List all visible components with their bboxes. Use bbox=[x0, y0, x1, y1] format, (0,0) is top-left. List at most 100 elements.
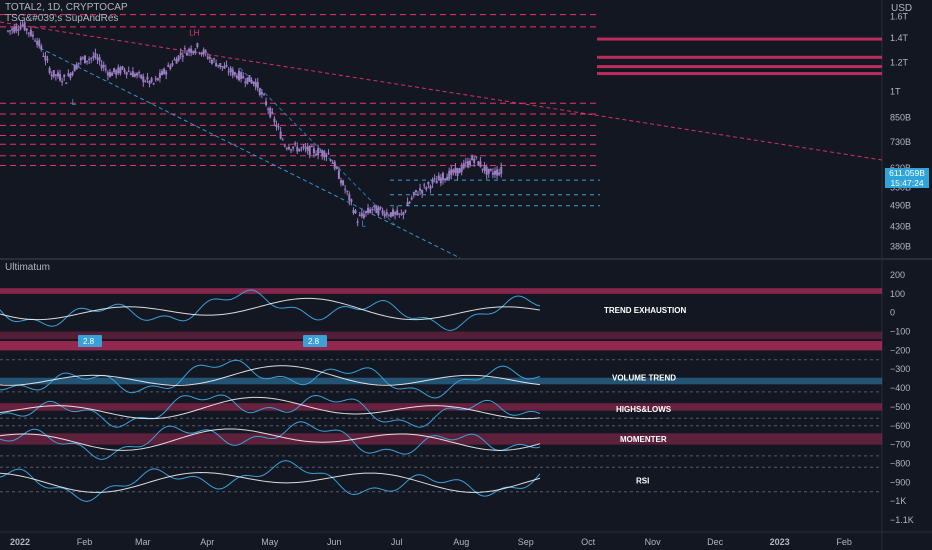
candle-body bbox=[185, 52, 188, 56]
candle-body bbox=[77, 62, 80, 64]
candle-body bbox=[279, 131, 282, 139]
price-tick-label: 1.2T bbox=[890, 58, 909, 68]
time-tick-label: Mar bbox=[135, 537, 151, 547]
sub-pane-title: Ultimatum bbox=[5, 262, 51, 273]
candle-body bbox=[106, 72, 109, 76]
candle-body bbox=[67, 73, 70, 77]
time-tick-label: Nov bbox=[645, 537, 662, 547]
candle-body bbox=[377, 207, 380, 216]
oscillator-line bbox=[0, 460, 541, 502]
candle-body bbox=[423, 184, 426, 186]
candle-body bbox=[194, 50, 197, 53]
candle-body bbox=[302, 145, 305, 148]
candle-body bbox=[364, 211, 367, 214]
candle-body bbox=[385, 211, 388, 215]
oscillator-line bbox=[0, 359, 541, 399]
candle-body bbox=[115, 70, 118, 75]
candle-body bbox=[369, 209, 372, 213]
signal-badge bbox=[78, 334, 102, 347]
candle-body bbox=[387, 215, 390, 217]
signal-badge-label: 2.8 bbox=[83, 337, 95, 346]
candle-body bbox=[444, 178, 447, 181]
candle-body bbox=[456, 168, 459, 177]
candle-body bbox=[300, 147, 303, 149]
candle-body bbox=[179, 52, 182, 56]
candle-body bbox=[464, 162, 467, 164]
oscillator-zone bbox=[0, 331, 882, 340]
price-tick-label: 1T bbox=[890, 87, 901, 97]
candle-body bbox=[441, 172, 444, 181]
candle-body bbox=[419, 188, 422, 191]
candle-body bbox=[398, 213, 401, 215]
signal-badge-label: 2.8 bbox=[308, 337, 320, 346]
support-trendline bbox=[39, 47, 461, 259]
currency-label: USD bbox=[891, 3, 913, 14]
oscillator-tick-label: −600 bbox=[890, 421, 910, 431]
candle-body bbox=[435, 180, 438, 184]
oscillator-tick-label: −1.1K bbox=[890, 515, 914, 525]
candle-body bbox=[7, 30, 9, 32]
candle-body bbox=[233, 72, 236, 75]
candle-body bbox=[113, 68, 116, 73]
oscillator-tick-label: −900 bbox=[890, 477, 910, 487]
candle-body bbox=[252, 81, 255, 84]
candle-body bbox=[123, 69, 126, 72]
candle-body bbox=[354, 210, 357, 214]
candle-body bbox=[329, 159, 332, 162]
candle-body bbox=[119, 67, 122, 74]
candle-body bbox=[294, 143, 297, 145]
candle-body bbox=[165, 71, 168, 75]
resistance-trendline bbox=[0, 21, 883, 161]
candle-body bbox=[142, 76, 145, 83]
candle-body bbox=[260, 91, 263, 95]
candle-body bbox=[400, 213, 403, 215]
candle-body bbox=[315, 154, 318, 156]
candle-body bbox=[477, 161, 480, 166]
candle-body bbox=[265, 101, 268, 106]
candle-body bbox=[327, 152, 330, 154]
candle-body bbox=[458, 168, 461, 174]
candle-body bbox=[210, 59, 213, 64]
oscillator-zone bbox=[0, 403, 882, 411]
price-countdown: 15:47:24 bbox=[890, 178, 924, 188]
oscillator-zone bbox=[0, 288, 882, 294]
candle-body bbox=[50, 74, 53, 77]
candle-body bbox=[167, 64, 170, 67]
candle-body bbox=[150, 78, 153, 82]
candle-body bbox=[312, 148, 315, 154]
candle-body bbox=[454, 167, 457, 173]
candle-body bbox=[281, 139, 284, 141]
candle-body bbox=[156, 78, 159, 81]
candle-body bbox=[65, 82, 68, 84]
price-tick-label: 730B bbox=[890, 137, 911, 147]
oscillator-tick-label: −300 bbox=[890, 364, 910, 374]
candle-body bbox=[104, 68, 107, 70]
candle-body bbox=[96, 57, 99, 60]
oscillator-tick-label: −500 bbox=[890, 402, 910, 412]
panel-label: HIGHS&LOWS bbox=[616, 405, 672, 414]
oscillator-tick-label: −200 bbox=[890, 345, 910, 355]
candle-body bbox=[342, 180, 345, 186]
candle-body bbox=[462, 163, 465, 169]
oscillator-tick-label: 0 bbox=[890, 308, 895, 318]
candle-body bbox=[217, 64, 220, 66]
candle-body bbox=[219, 63, 222, 67]
candle-body bbox=[206, 56, 209, 59]
candle-body bbox=[240, 72, 243, 79]
candle-body bbox=[183, 48, 186, 50]
candle-body bbox=[13, 26, 16, 33]
oscillator-tick-label: −1K bbox=[890, 496, 906, 506]
candle-body bbox=[431, 180, 434, 184]
candle-body bbox=[192, 51, 195, 54]
candle-body bbox=[304, 147, 307, 149]
candle-body bbox=[392, 209, 395, 217]
time-tick-label: Aug bbox=[453, 537, 469, 547]
candle-body bbox=[129, 73, 132, 76]
price-tick-label: 850B bbox=[890, 113, 911, 123]
candle-body bbox=[493, 170, 496, 175]
oscillator-line bbox=[0, 394, 541, 428]
candle-body bbox=[102, 64, 105, 68]
candle-body bbox=[273, 118, 276, 123]
candle-body bbox=[254, 81, 257, 87]
candle-body bbox=[21, 24, 24, 26]
